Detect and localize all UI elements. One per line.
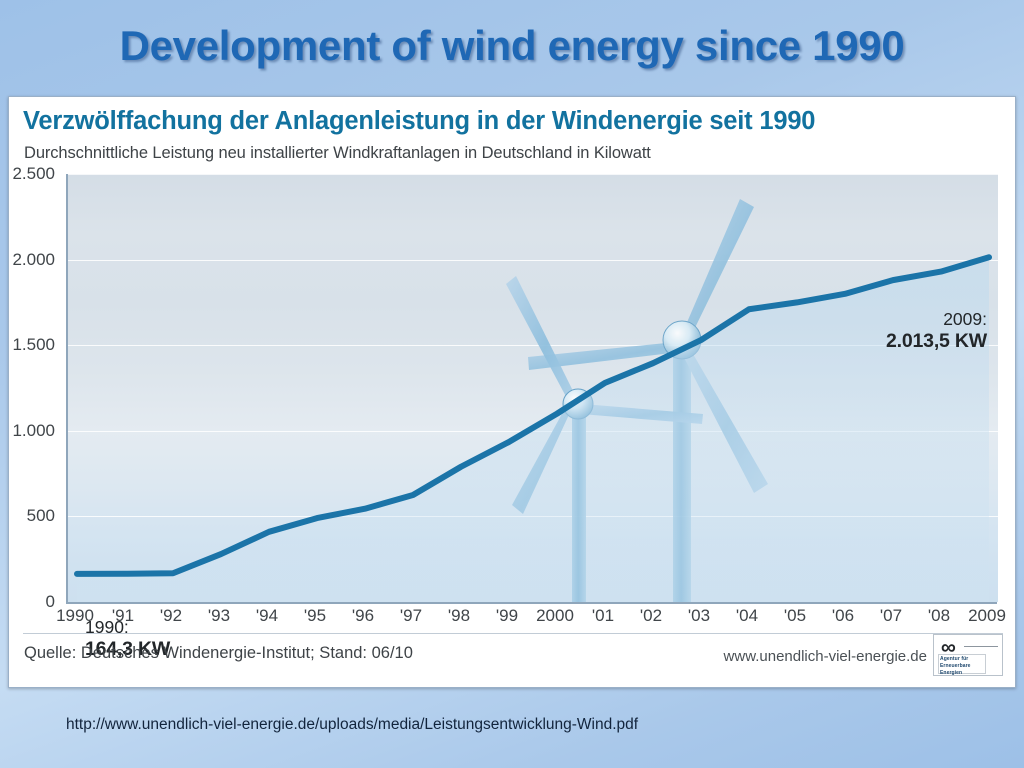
infographic-card: Verzwölffachung der Anlagenleistung in d… <box>8 96 1016 688</box>
annotation-start-year: 1990: <box>85 617 129 637</box>
x-axis-tick-label: '03 <box>687 606 711 625</box>
x-axis-tick-label: '97 <box>399 606 423 625</box>
x-axis-tick-label: '04 <box>735 606 759 625</box>
website-url: www.unendlich-viel-energie.de <box>723 648 927 665</box>
x-axis-tick-label: '07 <box>879 606 903 625</box>
x-axis-tick-label: '95 <box>303 606 327 625</box>
chart-subtitle: Durchschnittliche Leistung neu installie… <box>24 144 651 162</box>
logo-line-2: Erneuerbare <box>940 662 971 669</box>
y-axis-tick-label: 1.000 <box>12 420 55 440</box>
x-axis-tick-label: '98 <box>447 606 471 625</box>
y-axis-tick-label: 0 <box>45 592 55 611</box>
y-axis-tick-label: 1.500 <box>12 335 55 355</box>
annotation-start-value: 164,3 KW <box>85 637 171 660</box>
annotation-end: 2009: 2.013,5 KW <box>886 309 987 353</box>
x-axis-tick-label: '96 <box>351 606 375 625</box>
x-axis-tick-label: '92 <box>159 606 183 625</box>
annotation-end-year: 2009: <box>943 309 987 329</box>
source-link[interactable]: http://www.unendlich-viel-energie.de/upl… <box>66 716 639 733</box>
plot-area <box>68 174 998 602</box>
logo-line-1: Agentur für <box>940 656 969 662</box>
annotation-end-value: 2.013,5 KW <box>886 329 987 352</box>
agentur-logo: ∞ Agentur für Erneuerbare Energien <box>933 634 1003 676</box>
x-axis-tick-label: '06 <box>831 606 855 625</box>
x-axis-line <box>66 602 997 604</box>
logo-line-3: Energien <box>940 669 963 676</box>
x-axis-tick-label: '94 <box>255 606 279 625</box>
x-axis-tick-label: '01 <box>591 606 615 625</box>
footer-divider <box>23 633 1003 634</box>
y-axis-tick-label: 500 <box>26 506 55 526</box>
x-axis-tick-label: '08 <box>927 606 951 625</box>
annotation-start: 1990: 164,3 KW <box>85 617 170 661</box>
logo-text: Agentur für Erneuerbare Energien <box>940 656 971 677</box>
x-axis-tick-label: '02 <box>639 606 663 625</box>
gridline <box>68 174 998 175</box>
x-axis-tick-label: '93 <box>207 606 231 625</box>
x-axis-tick-label: 1990 <box>56 606 94 625</box>
source-note: Quelle: Deutsches Windenergie-Institut; … <box>24 644 413 662</box>
gridline <box>68 345 998 346</box>
page-title: Development of wind energy since 1990 <box>119 22 905 69</box>
x-axis-tick-label: '99 <box>495 606 519 625</box>
plot-frame <box>66 174 998 602</box>
gridline <box>68 260 998 261</box>
x-axis-tick-label: '05 <box>783 606 807 625</box>
chart-headline: Verzwölffachung der Anlagenleistung in d… <box>23 107 816 135</box>
logo-textbox <box>938 654 986 674</box>
data-series-line <box>74 254 992 602</box>
x-axis-tick-label: 2009 <box>968 606 1006 625</box>
x-axis-tick-label: 2000 <box>536 606 574 625</box>
y-axis-tick-label: 2.500 <box>12 164 55 183</box>
logo-rule <box>964 646 998 647</box>
infinity-icon: ∞ <box>941 636 956 659</box>
x-axis-tick-label: '91 <box>111 606 135 625</box>
y-axis-tick-label: 2.000 <box>12 249 55 269</box>
